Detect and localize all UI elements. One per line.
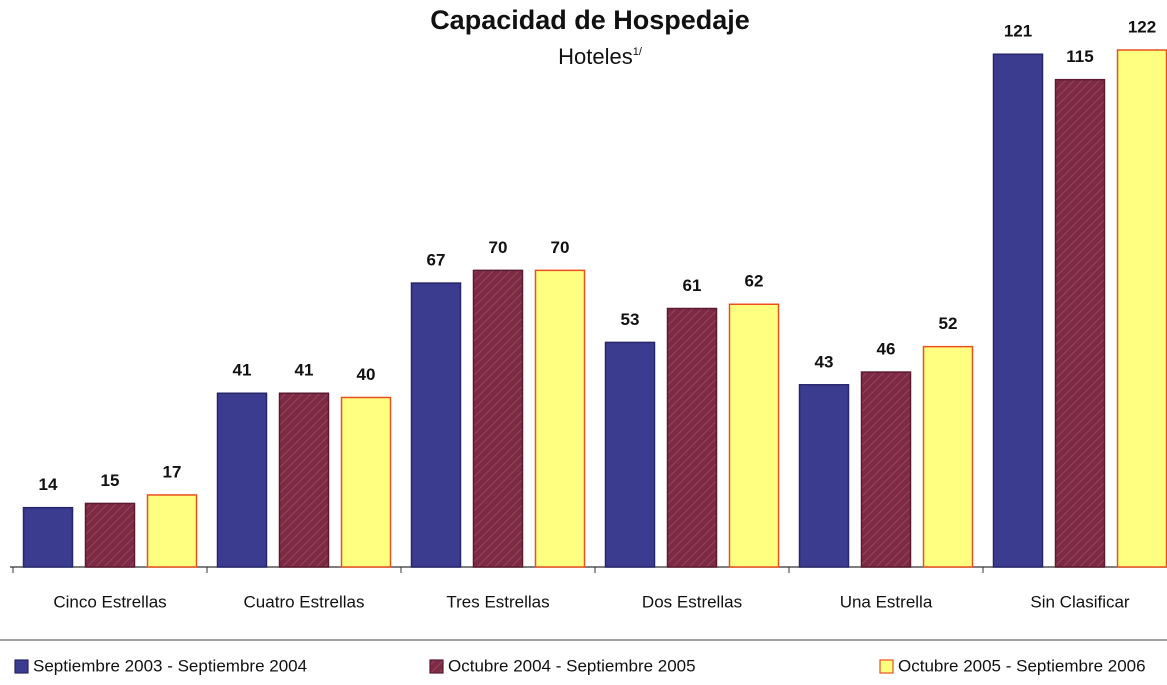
legend-label: Septiembre 2003 - Septiembre 2004 (33, 656, 307, 675)
bar (410, 282, 462, 568)
data-label: 61 (683, 276, 702, 295)
data-label: 70 (551, 238, 570, 257)
x-tick-label: Cinco Estrellas (53, 592, 166, 611)
bar (992, 53, 1044, 568)
data-label: 46 (877, 340, 896, 359)
chart-subtitle: Hoteles1/ (558, 44, 643, 69)
data-label: 41 (233, 361, 252, 380)
bar (922, 345, 974, 568)
x-tick-label: Una Estrella (840, 592, 933, 611)
legend-swatch (429, 659, 444, 674)
data-label: 40 (357, 365, 376, 384)
x-tick-label: Cuatro Estrellas (244, 592, 365, 611)
bar (84, 502, 136, 568)
bar (728, 303, 780, 568)
x-tick-label: Sin Clasificar (1030, 592, 1130, 611)
legend-swatch (879, 659, 894, 674)
data-label: 52 (939, 314, 958, 333)
data-label: 121 (1004, 22, 1032, 41)
bar (340, 396, 392, 568)
bar (472, 269, 524, 568)
bar (604, 341, 656, 568)
data-label: 41 (295, 361, 314, 380)
data-label: 43 (815, 352, 834, 371)
bar (216, 392, 268, 568)
x-tick-label: Dos Estrellas (642, 592, 742, 611)
bar (146, 494, 198, 568)
data-label: 115 (1066, 47, 1093, 66)
bar (798, 384, 850, 568)
bar (278, 392, 330, 568)
data-label: 17 (163, 462, 182, 481)
data-label: 62 (745, 272, 764, 291)
subtitle-note: 1/ (633, 46, 643, 58)
legend-label: Octubre 2005 - Septiembre 2006 (898, 656, 1146, 675)
x-tick-label: Tres Estrellas (446, 592, 549, 611)
data-label: 67 (427, 251, 446, 270)
bar (666, 307, 718, 568)
legend-swatch (14, 659, 29, 674)
data-label: 15 (101, 471, 120, 490)
data-label: 70 (489, 238, 508, 257)
data-label: 53 (621, 310, 640, 329)
subtitle-text: Hoteles (558, 44, 633, 69)
chart-title: Capacidad de Hospedaje (430, 5, 750, 35)
bar (22, 506, 74, 568)
data-label: 14 (39, 475, 58, 494)
data-label: 122 (1128, 17, 1156, 36)
bar (1054, 78, 1106, 568)
bar (860, 371, 912, 568)
bar (1116, 49, 1167, 568)
legend-label: Octubre 2004 - Septiembre 2005 (448, 656, 696, 675)
bar (534, 269, 586, 568)
